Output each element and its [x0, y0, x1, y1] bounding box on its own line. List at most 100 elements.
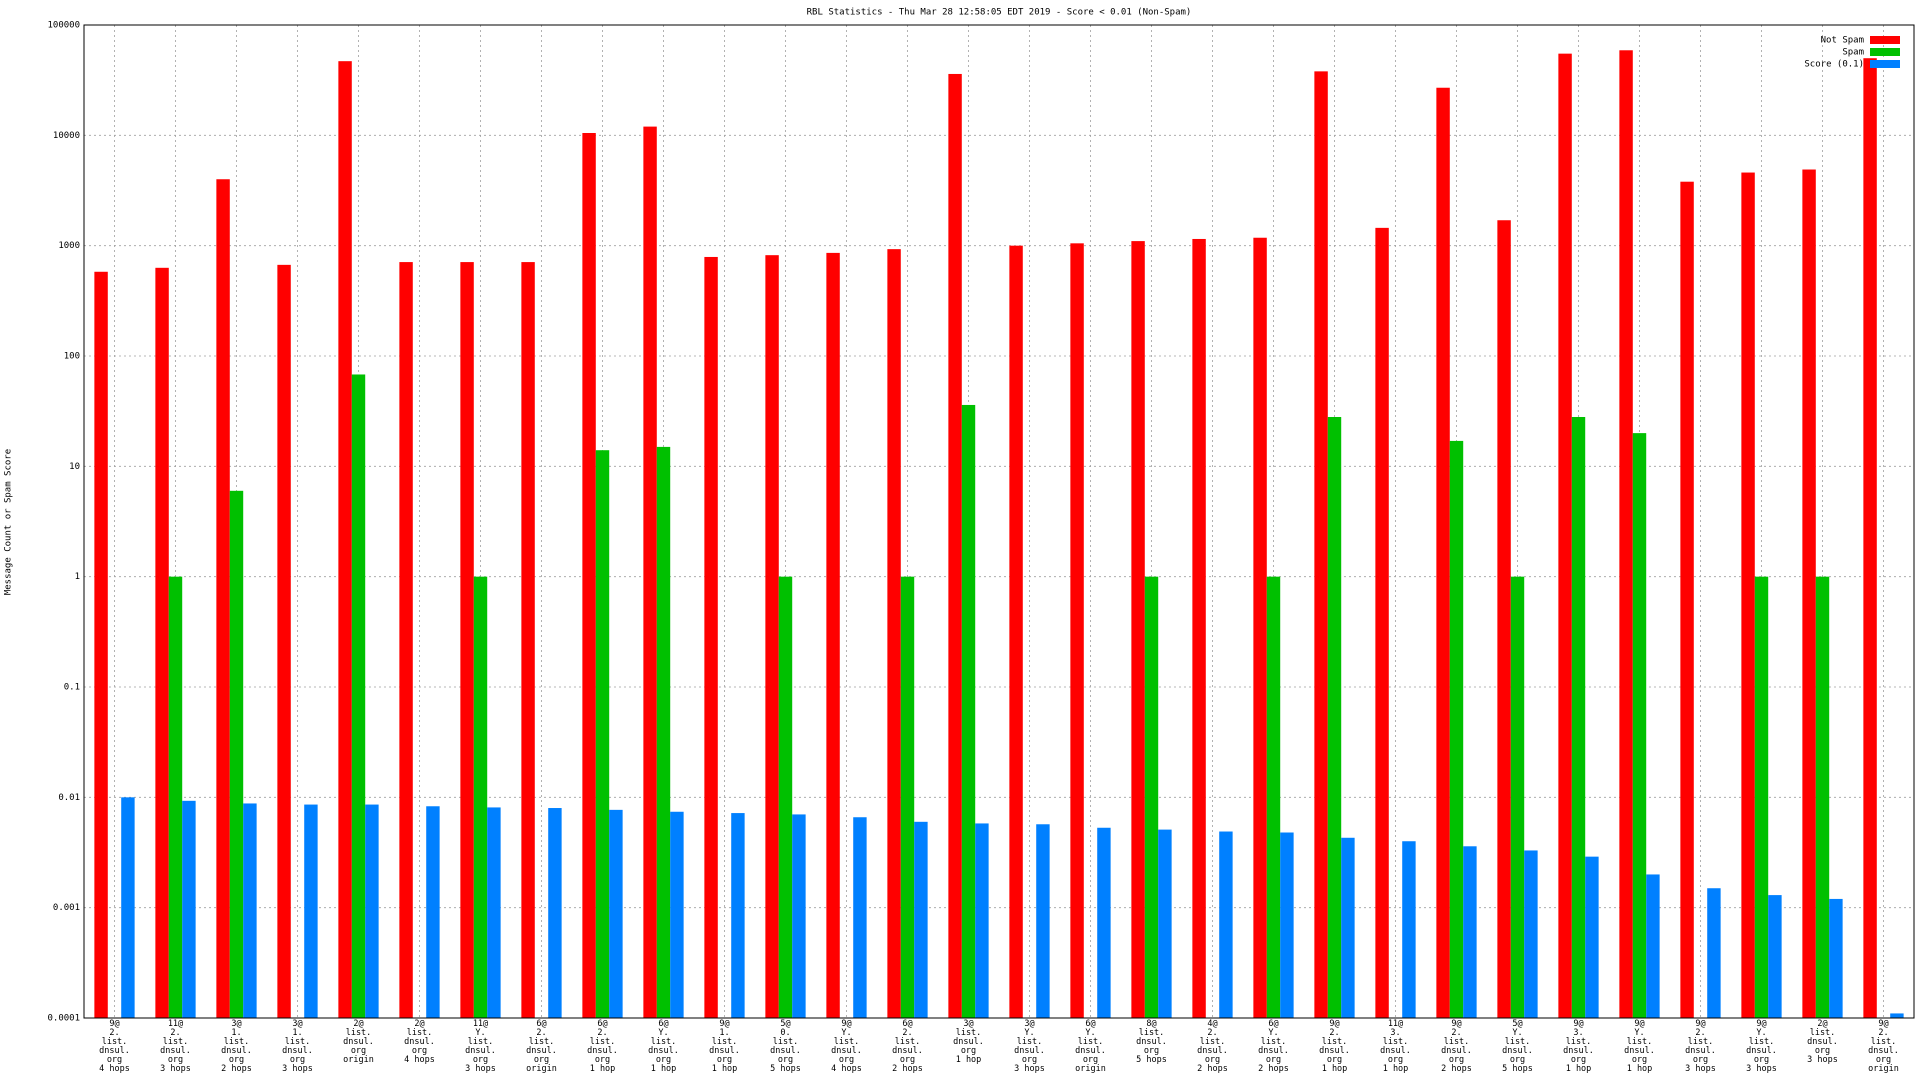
bar	[914, 821, 928, 1018]
bar	[595, 450, 610, 1018]
x-tick-label: 3@ list. dnsul. org 1 hop	[953, 1019, 984, 1065]
x-tick-label: 4@ 2. list. dnsul. org 2 hops	[1197, 1019, 1228, 1074]
x-tick-label: 6@ Y. list. dnsul. org 2 hops	[1258, 1019, 1289, 1074]
bar	[1524, 850, 1538, 1018]
plot-border	[83, 24, 1915, 1019]
y-axis-label: Message Count or Spam Score	[4, 449, 14, 595]
legend-label: Score (0.1)	[1804, 60, 1864, 70]
bar	[168, 576, 183, 1018]
bar	[1619, 50, 1633, 1019]
bar	[670, 811, 684, 1018]
bar	[975, 823, 989, 1018]
bar	[778, 576, 793, 1018]
bar	[365, 804, 379, 1018]
x-tick-label: 9@ 2. list. dnsul. org 3 hops	[1685, 1019, 1716, 1074]
x-tick-label: 6@ 2. list. dnsul. org 1 hop	[587, 1019, 618, 1074]
bar	[1863, 58, 1877, 1019]
bar	[182, 800, 196, 1018]
bar	[521, 262, 535, 1018]
x-tick-label: 9@ 1. list. dnsul. org 1 hop	[709, 1019, 740, 1074]
x-tick-label: 11@ 2. list. dnsul. org 3 hops	[160, 1019, 191, 1074]
bar	[1192, 238, 1206, 1018]
y-tick-label: 0.001	[53, 903, 80, 913]
bar	[548, 808, 562, 1018]
bar	[1097, 827, 1111, 1018]
x-tick-label: 6@ Y. list. dnsul. org 1 hop	[648, 1019, 679, 1074]
y-tick-label: 0.1	[64, 683, 80, 693]
y-tick-label: 1	[75, 572, 80, 582]
bar	[1402, 841, 1416, 1018]
x-tick-label: 9@ Y. list. dnsul. org 4 hops	[831, 1019, 862, 1074]
x-tick-label: 6@ 2. list. dnsul. org 2 hops	[892, 1019, 923, 1074]
y-tick-label: 0.01	[58, 793, 80, 803]
x-tick-label: 9@ Y. list. dnsul. org 3 hops	[1746, 1019, 1777, 1074]
bar	[1497, 220, 1511, 1018]
bar	[1632, 433, 1647, 1018]
x-tick-label: 2@ list. dnsul. org origin	[343, 1019, 374, 1065]
y-tick-label: 0.0001	[47, 1014, 80, 1024]
bar	[765, 255, 779, 1018]
legend-swatch	[1870, 48, 1900, 56]
y-tick-label: 10	[69, 462, 80, 472]
bar	[582, 132, 596, 1018]
bar	[1341, 837, 1355, 1018]
bar	[1815, 576, 1830, 1018]
bar	[609, 809, 623, 1018]
bar	[1449, 440, 1464, 1019]
bar	[1314, 71, 1328, 1018]
bar	[643, 126, 657, 1019]
x-tick-label: 3@ 1. list. dnsul. org 3 hops	[282, 1019, 313, 1074]
bar	[1009, 245, 1023, 1018]
x-tick-label: 9@ 2. list. dnsul. org 4 hops	[99, 1019, 130, 1074]
bar	[1219, 831, 1233, 1018]
bar	[1768, 895, 1782, 1018]
bar	[1571, 416, 1586, 1018]
bar	[731, 813, 745, 1018]
bar	[229, 490, 244, 1018]
bar	[1741, 172, 1755, 1019]
x-tick-label: 9@ 2. list. dnsul. org origin	[1868, 1019, 1899, 1074]
bar	[1585, 856, 1599, 1018]
x-tick-label: 5@ 0. list. dnsul. org 5 hops	[770, 1019, 801, 1074]
x-tick-label: 5@ Y. list. dnsul. org 5 hops	[1502, 1019, 1533, 1074]
chart-title: RBL Statistics - Thu Mar 28 12:58:05 EDT…	[807, 8, 1192, 18]
x-tick-label: 6@ Y. list. dnsul. org origin	[1075, 1019, 1106, 1074]
x-tick-label: 2@ list. dnsul. org 4 hops	[404, 1019, 435, 1065]
legend-label: Not Spam	[1821, 36, 1864, 46]
bar	[1707, 888, 1721, 1018]
bar	[1463, 846, 1477, 1018]
legend-label: Spam	[1842, 48, 1864, 58]
y-tick-label: 100	[64, 352, 80, 362]
bar	[1070, 243, 1084, 1018]
bar	[487, 807, 501, 1018]
bar	[121, 797, 135, 1018]
legend-swatch	[1870, 36, 1900, 44]
bar	[473, 576, 488, 1018]
bar	[1158, 829, 1172, 1018]
x-tick-label: 8@ list. dnsul. org 5 hops	[1136, 1019, 1167, 1065]
bar	[1253, 237, 1267, 1018]
bar	[704, 256, 718, 1019]
bar	[216, 179, 230, 1018]
x-tick-label: 11@ 3. list. dnsul. org 1 hop	[1380, 1019, 1411, 1074]
x-tick-label: 2@ list. dnsul. org 3 hops	[1807, 1019, 1838, 1065]
bar	[948, 73, 962, 1019]
bar	[94, 271, 108, 1018]
bar	[1646, 874, 1660, 1018]
bar	[900, 576, 915, 1018]
bar	[1754, 576, 1769, 1018]
bar	[656, 446, 671, 1018]
bar	[1266, 576, 1281, 1018]
bar	[1131, 241, 1145, 1018]
bar	[277, 264, 291, 1018]
x-tick-label: 9@ 2. list. dnsul. org 1 hop	[1319, 1019, 1350, 1074]
bar	[961, 404, 976, 1019]
bar	[1802, 169, 1816, 1019]
bar	[792, 814, 806, 1018]
y-tick-label: 10000	[53, 131, 80, 141]
x-tick-label: 11@ Y. list. dnsul. org 3 hops	[465, 1019, 496, 1074]
x-tick-label: 9@ 2. list. dnsul. org 2 hops	[1441, 1019, 1472, 1074]
x-tick-label: 9@ Y. list. dnsul. org 1 hop	[1624, 1019, 1655, 1074]
bar	[1327, 416, 1342, 1018]
bar	[304, 804, 318, 1018]
